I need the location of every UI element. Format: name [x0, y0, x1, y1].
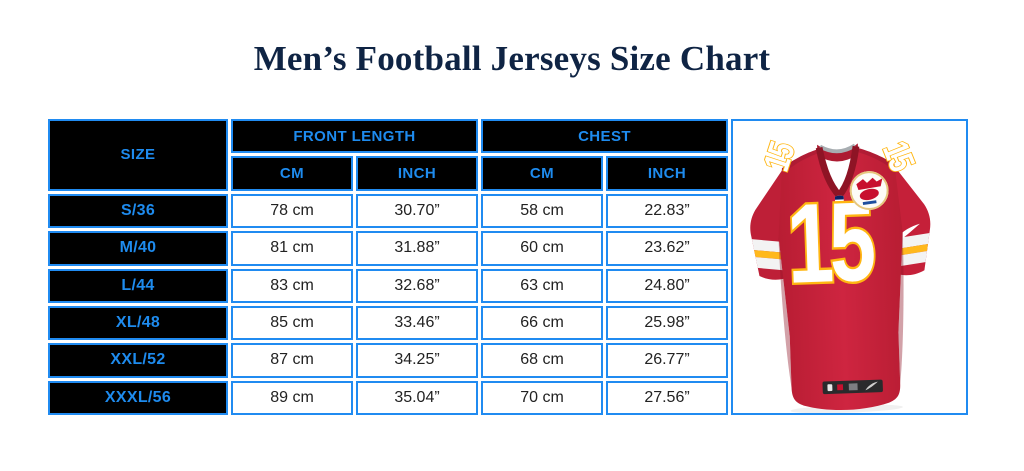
header-row-units: CM INCH CM INCH [48, 156, 968, 191]
jersey-vneck-trim [815, 145, 860, 201]
size-chart-table: SIZE FRONT LENGTH CHEST [45, 116, 971, 418]
front-length-inch-value: 31.88” [356, 231, 478, 266]
jersey-shoulder-seam-right [854, 147, 895, 169]
header-front-length-inch: INCH [356, 156, 478, 191]
jersey-collar-tape [819, 143, 857, 154]
jersey-side-mesh-right [898, 232, 904, 384]
jock-tag [822, 379, 883, 395]
front-length-inch-value: 30.70” [356, 193, 478, 229]
jersey-image-cell: 15 15 15 [731, 119, 968, 415]
front-length-inch-value: 32.68” [356, 268, 478, 303]
jersey-shoulder-seam-left [781, 148, 822, 173]
jersey-side-mesh-left [778, 236, 792, 388]
front-length-inch-value: 34.25” [356, 343, 478, 378]
table-row: M/40 81 cm 31.88” 60 cm 23.62” [48, 231, 968, 266]
front-length-cm-value: 81 cm [231, 231, 353, 266]
chest-cm-value: 70 cm [481, 380, 603, 415]
header-size: SIZE [48, 119, 228, 191]
chest-cm-value: 58 cm [481, 193, 603, 229]
front-length-inch-value: 35.04” [356, 380, 478, 415]
nfl-shield-icon [834, 195, 844, 205]
size-label-cell: M/40 [48, 231, 228, 266]
front-length-cm-value: 83 cm [231, 268, 353, 303]
jersey-body [778, 147, 903, 410]
header-front-length-cm: CM [231, 156, 353, 191]
front-length-cm-value: 89 cm [231, 380, 353, 415]
size-label-cell: S/36 [48, 193, 228, 229]
team-patch-icon [849, 171, 889, 210]
front-length-cm-value: 87 cm [231, 343, 353, 378]
header-chest-cm: CM [481, 156, 603, 191]
header-chest-inch: INCH [606, 156, 728, 191]
table-row: L/44 83 cm 32.68” 63 cm 24.80” [48, 268, 968, 303]
table-row: XXL/52 87 cm 34.25” 68 cm 26.77” [48, 343, 968, 378]
header-row-groups: SIZE FRONT LENGTH CHEST [48, 119, 968, 415]
table-row: XL/48 85 cm 33.46” 66 cm 25.98” [48, 305, 968, 341]
front-length-inch-value: 33.46” [356, 305, 478, 341]
chest-inch-value: 26.77” [606, 343, 728, 378]
chest-inch-value: 24.80” [606, 268, 728, 303]
page-title: Men’s Football Jerseys Size Chart [253, 39, 771, 78]
front-length-cm-value: 78 cm [231, 193, 353, 229]
size-label-cell: XXL/52 [48, 343, 228, 378]
size-label-cell: L/44 [48, 268, 228, 303]
header-front-length: FRONT LENGTH [231, 119, 478, 154]
chest-cm-value: 68 cm [481, 343, 603, 378]
size-label-cell: XL/48 [48, 305, 228, 341]
chest-cm-value: 63 cm [481, 268, 603, 303]
table-row: S/36 78 cm 30.70” 58 cm 22.83” [48, 193, 968, 229]
table-row: XXXL/56 89 cm 35.04” 70 cm 27.56” [48, 380, 968, 415]
size-label-cell: XXXL/56 [48, 380, 228, 415]
jersey-image: 15 15 15 [748, 135, 933, 413]
shoulder-number-left: 15 [754, 136, 803, 177]
chest-inch-value: 22.83” [606, 193, 728, 229]
header-chest: CHEST [481, 119, 728, 154]
svg-text:15: 15 [755, 137, 802, 176]
front-length-cm-value: 85 cm [231, 305, 353, 341]
chest-inch-value: 25.98” [606, 305, 728, 341]
chest-cm-value: 60 cm [481, 231, 603, 266]
chest-inch-value: 27.56” [606, 380, 728, 415]
chest-cm-value: 66 cm [481, 305, 603, 341]
chest-inch-value: 23.62” [606, 231, 728, 266]
